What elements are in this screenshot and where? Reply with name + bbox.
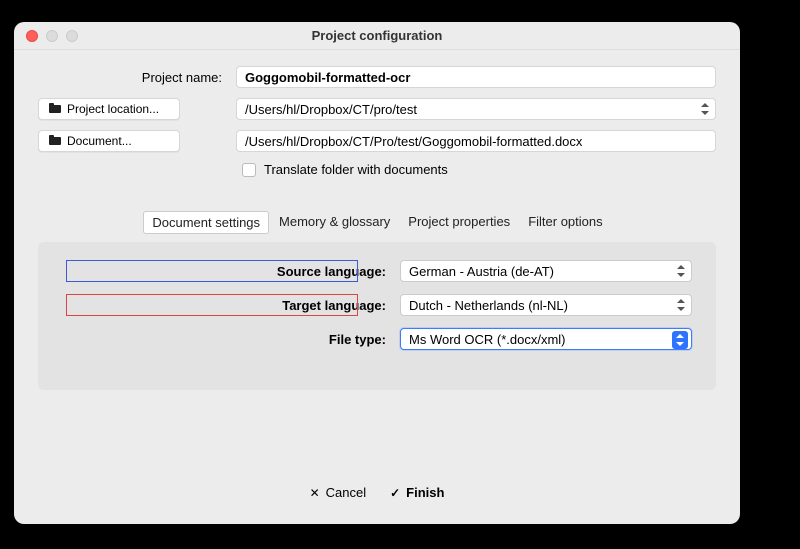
dropdown-arrows-icon[interactable] xyxy=(677,264,685,278)
project-location-button-label: Project location... xyxy=(67,102,159,116)
finish-label: Finish xyxy=(406,485,444,500)
tabs: Document settings Memory & glossary Proj… xyxy=(38,211,716,234)
tab-memory-glossary[interactable]: Memory & glossary xyxy=(271,211,398,234)
file-type-value: Ms Word OCR (*.docx/xml) xyxy=(409,332,566,347)
project-location-input[interactable]: /Users/hl/Dropbox/CT/pro/test xyxy=(236,98,716,120)
source-language-select[interactable]: German - Austria (de-AT) xyxy=(400,260,692,282)
row-target-language: Target language: Dutch - Netherlands (nl… xyxy=(62,294,692,316)
check-icon xyxy=(390,485,400,500)
tab-document-settings[interactable]: Document settings xyxy=(143,211,269,234)
project-name-label: Project name: xyxy=(38,70,228,85)
minimize-window-icon xyxy=(46,30,58,42)
translate-folder-checkbox[interactable] xyxy=(242,163,256,177)
titlebar: Project configuration xyxy=(14,22,740,50)
document-button-label: Document... xyxy=(67,134,132,148)
row-project-location: Project location... /Users/hl/Dropbox/CT… xyxy=(38,98,716,120)
tab-filter-options[interactable]: Filter options xyxy=(520,211,610,234)
source-language-value: German - Austria (de-AT) xyxy=(409,264,554,279)
target-language-select[interactable]: Dutch - Netherlands (nl-NL) xyxy=(400,294,692,316)
project-name-input[interactable]: Goggomobil-formatted-ocr xyxy=(236,66,716,88)
window-controls xyxy=(14,30,78,42)
dialog-window: Project configuration Project name: Gogg… xyxy=(14,22,740,524)
target-lang-highlight xyxy=(66,294,358,316)
cancel-label: Cancel xyxy=(326,485,366,500)
tab-project-properties[interactable]: Project properties xyxy=(400,211,518,234)
project-location-value: /Users/hl/Dropbox/CT/pro/test xyxy=(245,102,417,117)
document-value: /Users/hl/Dropbox/CT/Pro/test/Goggomobil… xyxy=(245,134,582,149)
dropdown-arrows-icon[interactable] xyxy=(677,298,685,312)
file-type-select[interactable]: Ms Word OCR (*.docx/xml) xyxy=(400,328,692,350)
row-document: Document... /Users/hl/Dropbox/CT/Pro/tes… xyxy=(38,130,716,152)
document-button[interactable]: Document... xyxy=(38,130,180,152)
dialog-content: Project name: Goggomobil-formatted-ocr P… xyxy=(14,50,740,390)
translate-folder-label: Translate folder with documents xyxy=(264,162,448,177)
window-title: Project configuration xyxy=(14,28,740,43)
finish-button[interactable]: Finish xyxy=(390,485,444,500)
close-icon xyxy=(310,485,320,500)
dropdown-arrows-icon[interactable] xyxy=(672,331,688,349)
target-language-value: Dutch - Netherlands (nl-NL) xyxy=(409,298,568,313)
project-location-button[interactable]: Project location... xyxy=(38,98,180,120)
project-name-value: Goggomobil-formatted-ocr xyxy=(245,70,410,85)
row-project-name: Project name: Goggomobil-formatted-ocr xyxy=(38,66,716,88)
folder-icon xyxy=(49,104,61,114)
file-type-label: File type: xyxy=(329,332,386,347)
row-file-type: File type: Ms Word OCR (*.docx/xml) xyxy=(62,328,692,350)
dropdown-arrows-icon[interactable] xyxy=(701,102,709,116)
close-window-icon[interactable] xyxy=(26,30,38,42)
folder-icon xyxy=(49,136,61,146)
dialog-footer: Cancel Finish xyxy=(14,485,740,500)
cancel-button[interactable]: Cancel xyxy=(310,485,367,500)
row-translate-folder: Translate folder with documents xyxy=(242,162,716,177)
source-lang-highlight xyxy=(66,260,358,282)
document-input[interactable]: /Users/hl/Dropbox/CT/Pro/test/Goggomobil… xyxy=(236,130,716,152)
settings-panel: Source language: German - Austria (de-AT… xyxy=(38,242,716,390)
row-source-language: Source language: German - Austria (de-AT… xyxy=(62,260,692,282)
zoom-window-icon xyxy=(66,30,78,42)
